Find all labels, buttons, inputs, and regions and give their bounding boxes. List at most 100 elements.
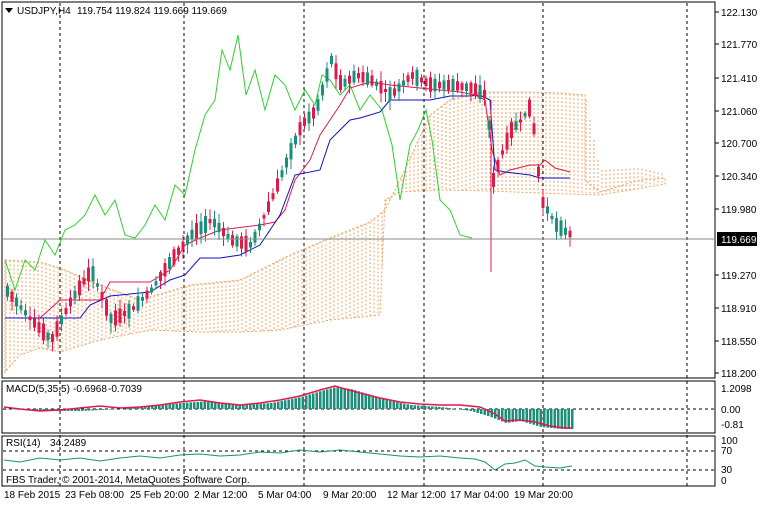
candle-body <box>411 72 414 79</box>
macd-histogram-bar <box>260 404 263 409</box>
candle-body <box>56 321 59 336</box>
candle-body <box>281 170 284 177</box>
macd-histogram-bar <box>4 409 7 410</box>
candle-body <box>317 99 320 111</box>
price-label: 118.550 <box>721 337 757 348</box>
candle-body <box>276 178 279 191</box>
candle-body <box>443 80 446 89</box>
candle-body <box>326 68 329 81</box>
macd-histogram-bar <box>316 392 319 409</box>
macd-histogram-bar <box>323 390 326 409</box>
candle-body <box>285 158 288 168</box>
macd-histogram-bar <box>403 404 406 409</box>
macd-histogram-bar <box>424 406 427 409</box>
macd-histogram-bar <box>379 398 382 409</box>
current-price-label: 119.669 <box>721 235 757 246</box>
candle-body <box>465 84 468 91</box>
macd-histogram-bar <box>463 409 466 410</box>
candle-body <box>42 324 45 341</box>
candle-body <box>20 305 23 309</box>
price-label: 121.410 <box>721 74 758 85</box>
macd-histogram-bar <box>288 400 291 410</box>
candle-body <box>168 257 171 269</box>
candle-body <box>87 268 90 282</box>
candle-body <box>497 160 500 172</box>
macd-histogram-bar <box>340 388 343 409</box>
macd-histogram-bar <box>428 406 431 409</box>
candle-body <box>452 79 455 92</box>
candle-body <box>38 322 41 333</box>
time-axis: 18 Feb 2015 23 Feb 08:00 25 Feb 20:00 2 … <box>4 490 573 501</box>
price-label: 121.060 <box>721 107 758 118</box>
candle-body <box>177 248 180 255</box>
candle-body <box>141 297 144 301</box>
candle-body <box>479 85 482 99</box>
copyright-text: FBS Trader, © 2001-2014, MetaQuotes Soft… <box>6 475 250 486</box>
candle-body <box>438 82 441 89</box>
macd-histogram-bar <box>564 409 567 429</box>
candle-body <box>60 316 63 325</box>
candle-body <box>182 241 185 249</box>
candle-body <box>249 242 252 247</box>
candle-body <box>389 87 392 101</box>
macd-histogram-bar <box>179 403 182 409</box>
candle-body <box>272 193 275 199</box>
price-label: 118.910 <box>721 304 757 315</box>
candle-body <box>533 123 536 134</box>
candle-body <box>456 81 459 90</box>
candle-body <box>569 231 572 237</box>
macd-histogram-bar <box>190 402 193 409</box>
macd-histogram-bar <box>386 400 389 409</box>
candle-body <box>47 333 50 341</box>
candle-body <box>402 80 405 85</box>
macd-histogram-bar <box>344 388 347 409</box>
macd-histogram-bar <box>183 403 186 409</box>
candle-body <box>267 201 270 212</box>
candle-body <box>555 218 558 232</box>
candle-body <box>92 266 95 281</box>
macd-histogram-bar <box>284 400 287 409</box>
macd-histogram-bar <box>330 388 333 409</box>
candle-body <box>83 278 86 284</box>
time-label: 19 Mar 20:00 <box>514 490 573 501</box>
time-label: 2 Mar 12:00 <box>194 490 248 501</box>
macd-histogram-bar <box>400 403 403 409</box>
candle-body <box>528 100 531 117</box>
macd-histogram-bar <box>410 405 413 409</box>
macd-histogram-bar <box>498 409 501 420</box>
candle-body <box>209 219 212 223</box>
candle-body <box>488 121 491 130</box>
macd-histogram-bar <box>267 403 270 409</box>
macd-histogram-bar <box>281 401 284 409</box>
candle-body <box>461 83 464 90</box>
macd-histogram-bar <box>193 402 196 409</box>
candle-body <box>258 224 261 231</box>
macd-histogram-bar <box>305 396 308 410</box>
time-label: 25 Feb 20:00 <box>130 490 189 501</box>
candle-body <box>537 167 540 177</box>
macd-histogram-bar <box>337 387 340 409</box>
macd-label: MACD(5,35,5) <box>6 384 70 395</box>
candle-body <box>15 298 18 307</box>
macd-histogram-bar <box>466 409 469 410</box>
macd-histogram-bar <box>421 406 424 409</box>
candle-body <box>375 82 378 86</box>
time-label: 12 Mar 12:00 <box>387 490 446 501</box>
time-label: 9 Mar 20:00 <box>323 490 377 501</box>
macd-histogram-bar <box>571 409 574 429</box>
candle-body <box>515 121 518 130</box>
candle-body <box>393 88 396 95</box>
candle-body <box>321 85 324 96</box>
candle-body <box>69 298 72 307</box>
rsi-level-label: 30 <box>721 465 733 476</box>
macd-level-label: 1.2098 <box>721 384 752 395</box>
macd-histogram-bar <box>375 397 378 410</box>
macd-histogram-bar <box>274 402 277 409</box>
macd-histogram-bar <box>92 409 95 410</box>
candle-body <box>339 75 342 90</box>
macd-histogram-bar <box>123 409 126 410</box>
macd-histogram-bar <box>295 398 298 409</box>
candle-body <box>204 216 207 233</box>
